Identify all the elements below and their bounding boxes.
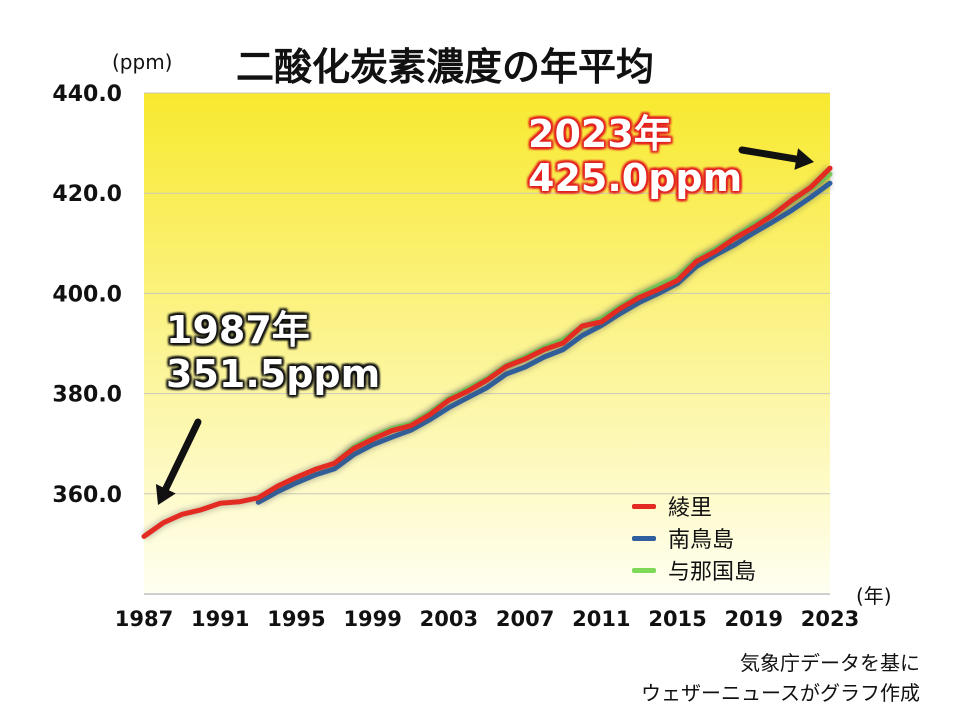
y-tick-label: 440.0 <box>52 82 122 107</box>
x-tick-label: 2007 <box>496 607 554 631</box>
x-tick-label: 1995 <box>267 607 325 631</box>
legend-swatch-minamitorishima <box>632 535 656 541</box>
callout-arrows <box>155 146 814 505</box>
source-note: 気象庁データを基に ウェザーニュースがグラフ作成 <box>641 648 920 708</box>
plot-area <box>144 93 830 594</box>
arrow-end-shaft <box>738 146 800 163</box>
y-tick-label: 420.0 <box>52 182 122 207</box>
gridlines <box>144 92 830 595</box>
x-tick-label: 2011 <box>572 607 630 631</box>
y-tick-label: 380.0 <box>52 383 122 408</box>
series-line-minamitorishima <box>255 180 833 505</box>
x-axis-ticks: 1987 1991 1995 1999 2003 2007 2011 2015 2019 2023 <box>115 607 859 631</box>
arrow-end <box>738 146 814 170</box>
source-line-2: ウェザーニュースがグラフ作成 <box>641 681 920 705</box>
arrow-start-head <box>155 484 176 505</box>
source-line-1: 気象庁データを基に <box>740 651 920 675</box>
start-callout-year: 1987年 <box>166 308 310 352</box>
x-tick-label: 1999 <box>343 607 401 631</box>
arrow-start <box>155 418 202 505</box>
legend-swatch-yonaguni <box>632 567 656 573</box>
series-line-ryori <box>141 165 833 539</box>
legend-swatch-ryori <box>632 503 656 509</box>
x-axis-unit: (年) <box>856 584 892 608</box>
legend-label-yonaguni: 与那国島 <box>668 560 757 585</box>
x-tick-label: 2023 <box>801 607 859 631</box>
y-tick-label: 400.0 <box>52 282 122 307</box>
x-tick-label: 2015 <box>648 607 706 631</box>
y-tick-label: 360.0 <box>52 483 122 508</box>
x-tick-label: 1991 <box>191 607 249 631</box>
chart-title: 二酸化炭素濃度の年平均 <box>236 45 655 89</box>
y-axis-ticks: 440.0 420.0 400.0 380.0 360.0 <box>52 82 122 508</box>
legend: 綾里 南鳥島 与那国島 <box>632 490 756 586</box>
series-lines <box>141 165 833 540</box>
legend-label-minamitorishima: 南鳥島 <box>668 528 735 553</box>
legend-item-yonaguni: 与那国島 <box>632 554 756 586</box>
x-tick-label: 1987 <box>115 607 173 631</box>
legend-label-ryori: 綾里 <box>668 496 713 521</box>
end-callout-value: 425.0ppm <box>528 156 743 200</box>
x-tick-label: 2003 <box>420 607 478 631</box>
start-callout-value: 351.5ppm <box>166 352 381 396</box>
end-callout-year: 2023年 <box>528 112 672 156</box>
legend-item-minamitorishima: 南鳥島 <box>632 522 756 554</box>
arrow-start-shaft <box>162 418 202 493</box>
legend-item-ryori: 綾里 <box>632 490 756 522</box>
x-tick-label: 2019 <box>725 607 783 631</box>
end-callout: 2023年 425.0ppm <box>528 112 742 200</box>
start-callout: 1987年 351.5ppm <box>166 308 380 396</box>
y-axis-unit: (ppm) <box>112 50 173 74</box>
arrow-end-head <box>794 148 814 170</box>
series-ryori <box>141 165 833 540</box>
series-minamitorishima <box>255 179 833 506</box>
